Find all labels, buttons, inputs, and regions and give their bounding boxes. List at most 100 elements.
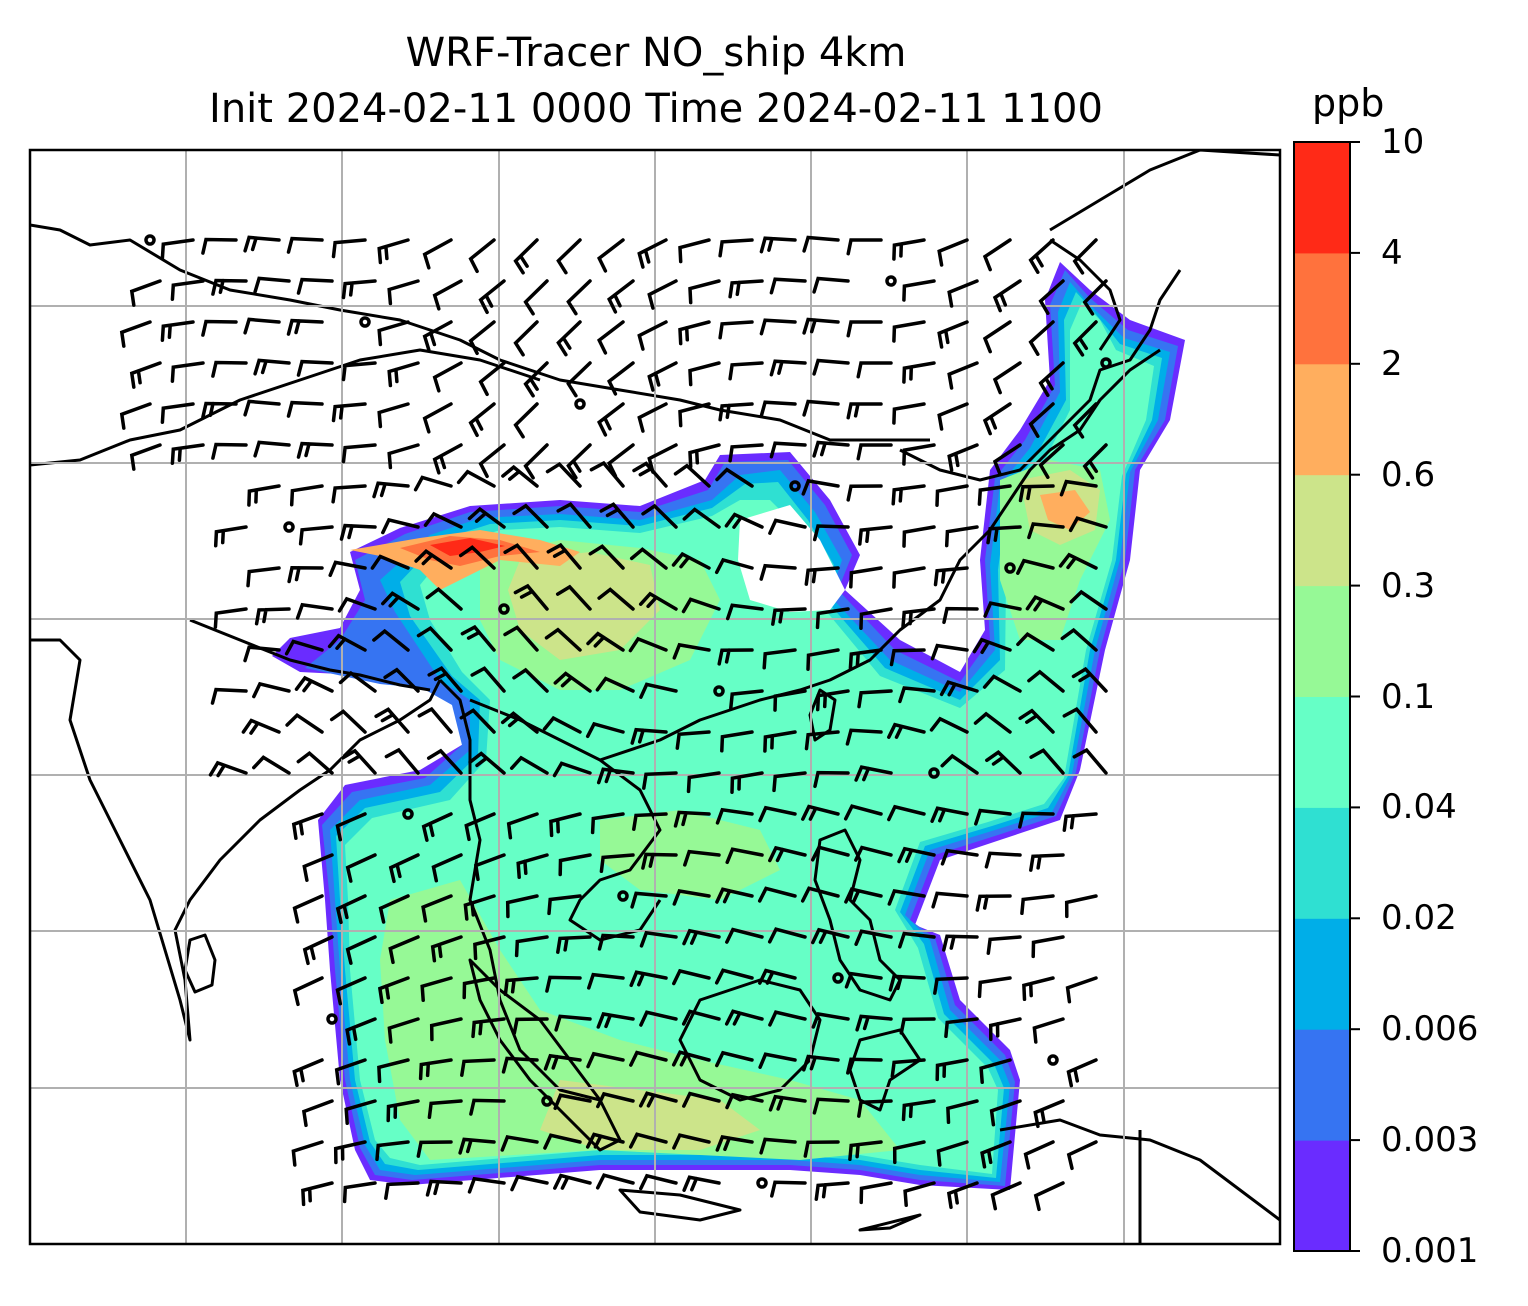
wind-barb	[284, 639, 324, 656]
wind-barb	[468, 320, 496, 356]
wind-barb	[975, 894, 1012, 912]
wind-barb	[512, 503, 549, 529]
wind-barb	[982, 674, 1022, 693]
wind-barb	[632, 461, 668, 488]
wind-barb	[286, 400, 324, 418]
wind-barb	[930, 806, 969, 823]
wind-barb	[459, 708, 496, 734]
wind-barb	[647, 279, 678, 310]
wind-barb	[291, 1140, 324, 1167]
wind-barb	[509, 755, 549, 775]
wind-barb	[328, 560, 367, 578]
wind-barb	[381, 517, 420, 535]
wind-barb	[467, 1176, 506, 1194]
wind-barb	[942, 606, 979, 625]
wind-barb	[846, 1057, 883, 1075]
wind-barb	[430, 935, 463, 963]
wind-barb	[588, 544, 625, 570]
wind-barb	[478, 443, 506, 479]
wind-barb	[769, 359, 807, 377]
wind-barb	[596, 767, 635, 785]
wind-barb	[768, 518, 807, 535]
wind-barb	[301, 1099, 334, 1128]
colorbar	[1294, 142, 1350, 1252]
wind-barb	[848, 648, 883, 670]
wind-barb	[992, 279, 1022, 313]
wind-barb	[553, 671, 592, 693]
wind-barb	[974, 808, 1012, 826]
wind-barb	[470, 666, 506, 693]
wind-barb	[902, 443, 936, 466]
field-level-0.1-b	[380, 880, 900, 1160]
wind-barb	[464, 812, 496, 842]
wind-barb	[639, 1010, 678, 1027]
wind-barb	[889, 648, 926, 667]
wind-barb	[901, 1099, 936, 1122]
wind-barb	[725, 927, 764, 944]
wind-barb	[301, 1181, 334, 1207]
wind-barb	[243, 235, 281, 253]
wind-barb	[513, 238, 539, 275]
wind-barb	[345, 1017, 377, 1046]
wind-barb	[467, 506, 506, 529]
wind-barb	[589, 460, 625, 488]
wind-barb	[387, 443, 420, 470]
colorbar-ticks	[1350, 141, 1360, 1252]
wind-barb	[384, 1181, 420, 1200]
wind-barb	[341, 748, 377, 775]
wind-barb	[846, 402, 883, 420]
wind-barb	[599, 502, 635, 529]
wind-barb	[800, 886, 840, 903]
wind-barb	[334, 1058, 367, 1086]
wind-barb	[386, 1099, 420, 1123]
wind-barb	[892, 566, 926, 589]
wind-barb	[638, 591, 678, 611]
wind-barb	[844, 887, 883, 904]
wind-barb	[854, 845, 893, 862]
wind-calm-circle	[928, 767, 940, 779]
wind-calm-circle	[1004, 562, 1016, 574]
wind-calm-circle	[713, 685, 725, 697]
wind-barb	[213, 525, 248, 548]
wind-barb	[286, 236, 324, 254]
colorbar-segment-2	[1294, 918, 1350, 1030]
wind-barb	[813, 770, 850, 789]
wind-barb	[460, 1058, 496, 1077]
colorbar-tick-label: 0.3	[1381, 565, 1436, 606]
colorbar-segment-9	[1294, 142, 1350, 254]
wind-barb	[632, 812, 668, 831]
wind-barb	[1028, 238, 1055, 274]
wind-barb	[683, 849, 721, 867]
wind-calm-circle	[541, 1095, 553, 1107]
wind-barb	[898, 686, 936, 704]
wind-barb	[252, 681, 291, 699]
colorbar-tick-label: 2	[1381, 343, 1403, 384]
wind-barb	[902, 279, 936, 302]
wind-barb	[801, 478, 840, 496]
wind-barb	[460, 624, 496, 652]
wind-barb	[556, 238, 582, 275]
wind-barb	[638, 1091, 678, 1108]
wind-barb	[715, 1050, 754, 1068]
wind-barb	[892, 238, 926, 261]
wind-barb	[210, 687, 248, 705]
wind-barb	[639, 930, 678, 948]
colorbar-tick-label: 4	[1381, 232, 1403, 273]
coastline-japan	[1049, 150, 1280, 232]
colorbar-segment-0	[1294, 1140, 1350, 1252]
wind-barb	[595, 676, 635, 693]
wind-barb	[119, 402, 152, 430]
wind-barb	[843, 804, 883, 821]
wind-barb	[241, 718, 281, 735]
wind-barb	[606, 443, 635, 478]
wind-calm-circle	[359, 316, 371, 328]
border-line-central	[30, 348, 541, 467]
wind-barb	[298, 525, 334, 546]
wind-barb	[725, 603, 764, 621]
colorbar-segment-6	[1294, 474, 1350, 587]
wind-barb	[814, 1181, 850, 1201]
wind-barb	[678, 238, 711, 264]
wind-barb	[253, 276, 291, 294]
wind-barb	[425, 1179, 463, 1197]
wind-barb	[170, 443, 205, 465]
